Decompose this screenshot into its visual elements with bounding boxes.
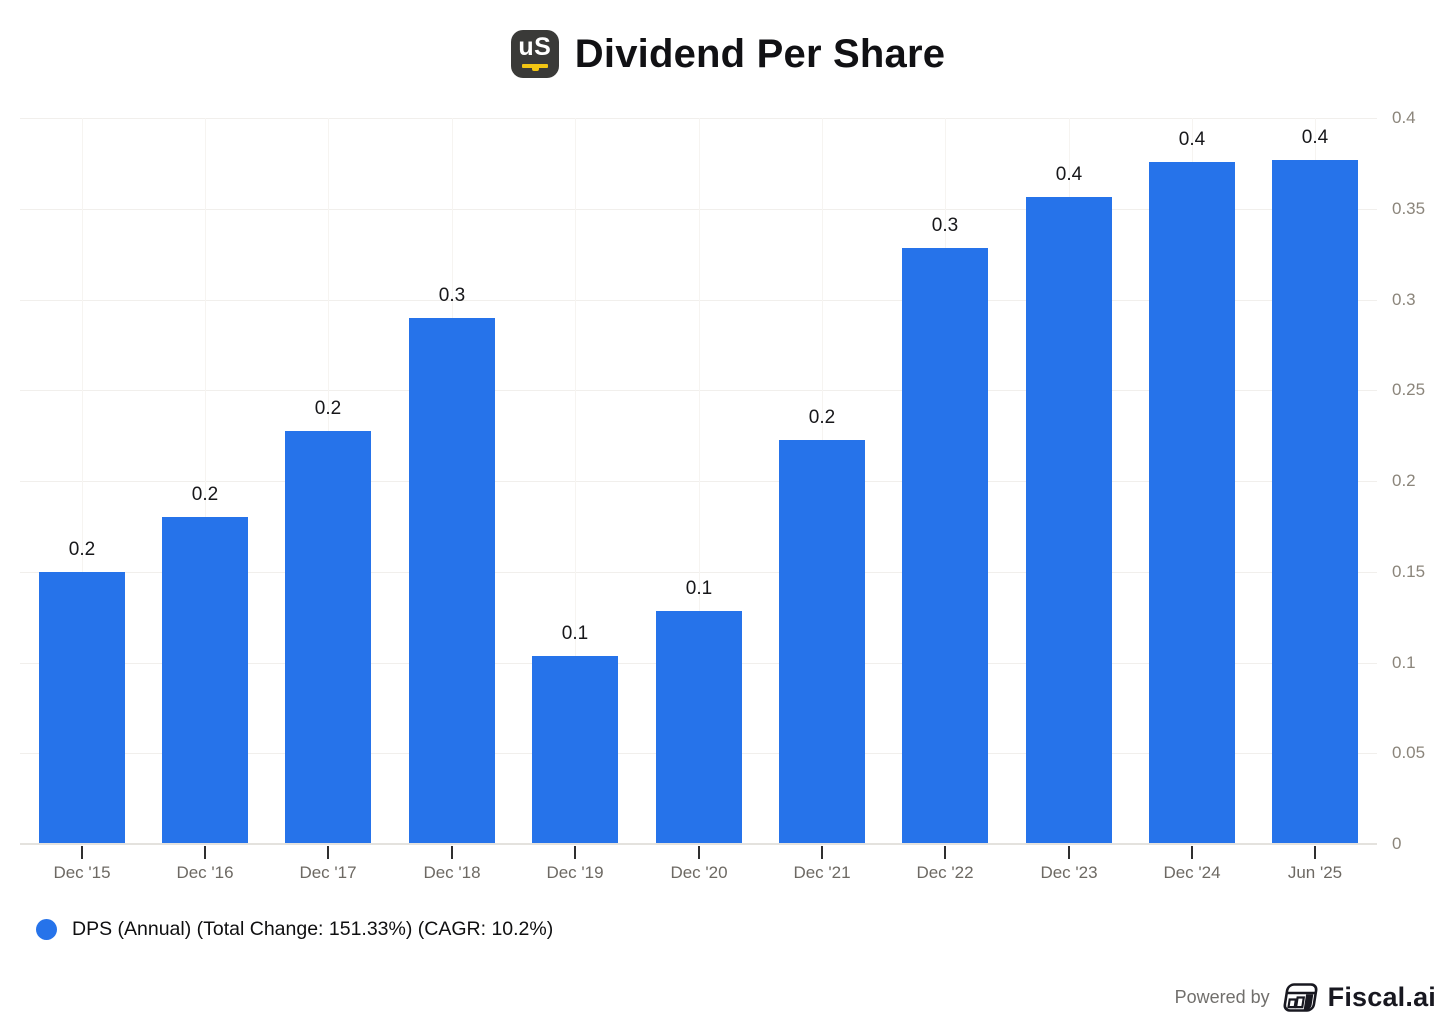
ticker-logo-icon: uS	[510, 30, 559, 78]
fiscalai-logo-icon	[1283, 983, 1318, 1012]
fiscalai-brand[interactable]: Fiscal.ai	[1327, 982, 1436, 1012]
x-axis-line	[20, 843, 1377, 845]
legend-label: DPS (Annual) (Total Change: 151.33%) (CA…	[72, 918, 554, 940]
x-tick-label: Dec '20	[670, 863, 728, 882]
gridline-v	[575, 118, 576, 844]
ticker-logo-text: uS	[518, 33, 552, 61]
bar-value-label: 0.1	[685, 578, 713, 599]
x-tick-label: Dec '24	[1163, 863, 1221, 882]
x-tick-label: Dec '23	[1040, 863, 1098, 882]
bar-value-label: 0.4	[1301, 127, 1329, 148]
y-tick-label: 0.4	[1392, 108, 1416, 127]
gridline-h	[20, 118, 1377, 119]
y-tick-label: 0.3	[1392, 290, 1416, 309]
page-title: Dividend Per Share	[574, 31, 946, 76]
bar[interactable]	[902, 248, 988, 843]
gridline-h	[20, 390, 1377, 391]
ticker-logo-underline	[521, 64, 548, 68]
gridline-v	[82, 118, 83, 844]
legend-marker-icon	[36, 919, 57, 940]
footer: Powered by Fiscal.ai	[1175, 982, 1436, 1013]
gridline-h	[20, 572, 1377, 573]
bar[interactable]	[409, 318, 495, 843]
gridline-v	[205, 118, 206, 844]
ticker-logo-underline-notch	[531, 68, 539, 71]
x-tick-label: Dec '17	[299, 863, 357, 882]
powered-by-label: Powered by	[1174, 987, 1270, 1007]
y-tick-label: 0.05	[1392, 743, 1426, 762]
gridline-h	[20, 300, 1377, 301]
x-tick-label: Dec '22	[916, 863, 974, 882]
x-tick	[1314, 846, 1316, 859]
y-tick-label: 0.2	[1392, 471, 1416, 490]
gridline-h	[20, 209, 1377, 210]
bar[interactable]	[39, 572, 125, 843]
bar-value-label: 0.2	[191, 484, 219, 505]
bar-value-label: 0.2	[314, 398, 342, 419]
bar[interactable]	[779, 440, 865, 843]
x-tick-label: Dec '16	[176, 863, 234, 882]
bar-value-label: 0.3	[931, 215, 959, 236]
bar-chart: 0 0.05 0.1 0.15 0.2 0.25 0.3 0.35 0.4 0.2 Dec '15 0…	[20, 108, 1426, 882]
x-tick-label: Dec '21	[793, 863, 851, 882]
bar[interactable]	[1026, 197, 1112, 843]
gridline-h	[20, 481, 1377, 482]
x-tick	[327, 846, 329, 859]
x-tick	[944, 846, 946, 859]
x-tick	[451, 846, 453, 859]
bar-value-label: 0.2	[68, 539, 96, 560]
legend-item[interactable]: DPS (Annual) (Total Change: 151.33%) (CA…	[36, 918, 553, 941]
bar-value-label: 0.2	[808, 407, 836, 428]
bar[interactable]	[656, 611, 742, 843]
bar[interactable]	[1149, 162, 1235, 843]
y-tick-label: 0	[1392, 834, 1402, 853]
bar-value-label: 0.4	[1178, 129, 1206, 150]
bar[interactable]	[1272, 160, 1358, 843]
x-tick	[81, 846, 83, 859]
gridline-v	[699, 118, 700, 844]
x-tick-label: Dec '19	[546, 863, 604, 882]
y-tick-label: 0.1	[1392, 653, 1416, 672]
chart-header: uS Dividend Per Share	[0, 30, 1456, 78]
y-tick-label: 0.35	[1392, 199, 1426, 218]
y-tick-label: 0.25	[1392, 380, 1426, 399]
x-tick	[698, 846, 700, 859]
bar-value-label: 0.4	[1055, 164, 1083, 185]
bar[interactable]	[285, 431, 371, 843]
x-tick	[204, 846, 206, 859]
x-tick	[1191, 846, 1193, 859]
y-tick-label: 0.15	[1392, 562, 1426, 581]
bar-value-label: 0.3	[438, 285, 466, 306]
x-tick	[574, 846, 576, 859]
x-tick	[821, 846, 823, 859]
bar[interactable]	[162, 517, 248, 843]
x-tick-label: Dec '15	[53, 863, 111, 882]
x-tick	[1068, 846, 1070, 859]
bar-value-label: 0.1	[561, 623, 589, 644]
bar[interactable]	[532, 656, 618, 843]
x-tick-label: Dec '18	[423, 863, 481, 882]
x-tick-label: Jun '25	[1287, 863, 1343, 882]
